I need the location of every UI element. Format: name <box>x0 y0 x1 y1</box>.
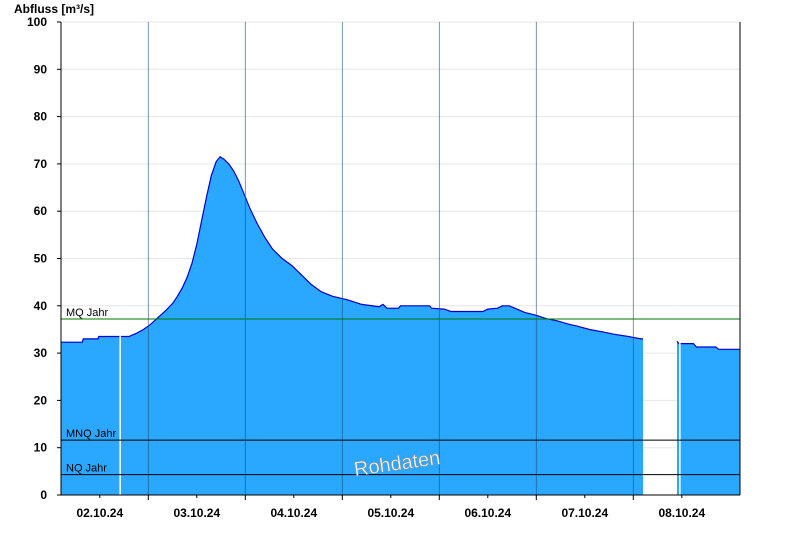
y-tick-label: 20 <box>34 393 48 407</box>
y-axis-label: Abfluss [m³/s] <box>14 2 94 16</box>
y-tick-label: 10 <box>34 441 48 455</box>
x-tick-label: 04.10.24 <box>270 506 317 520</box>
y-tick-label: 60 <box>34 204 48 218</box>
area-segment <box>677 341 740 495</box>
y-tick-label: 90 <box>34 62 48 76</box>
x-tick-label: 06.10.24 <box>464 506 511 520</box>
ref-label: NQ Jahr <box>66 463 107 475</box>
discharge-area <box>61 22 740 496</box>
x-ticks: 02.10.24 03.10.24 04.10.24 05.10.24 06.10.24… <box>76 495 705 520</box>
area-segment <box>61 156 643 496</box>
reference-lines: MQ Jahr MNQ Jahr NQ Jahr <box>61 307 740 476</box>
x-tick-label: 07.10.24 <box>561 506 608 520</box>
y-tick-label: 80 <box>34 110 48 124</box>
area-outline <box>61 156 643 343</box>
y-tick-label: 100 <box>27 15 47 29</box>
x-tick-label: 03.10.24 <box>173 506 220 520</box>
data-gaps <box>119 305 681 495</box>
area-outline <box>676 340 740 350</box>
y-tick-label: 70 <box>34 157 48 171</box>
x-tick-label: 05.10.24 <box>367 506 414 520</box>
x-tick-label: 08.10.24 <box>658 506 705 520</box>
ref-label: MNQ Jahr <box>66 428 116 440</box>
x-tick-label: 02.10.24 <box>76 506 123 520</box>
y-tick-label: 50 <box>34 252 48 266</box>
y-tick-label: 40 <box>34 299 48 313</box>
y-ticks: 0 10 20 30 40 50 60 70 80 90 100 <box>27 15 61 502</box>
y-tick-label: 30 <box>34 346 48 360</box>
ref-label: MQ Jahr <box>66 307 109 319</box>
y-tick-label: 0 <box>40 488 47 502</box>
